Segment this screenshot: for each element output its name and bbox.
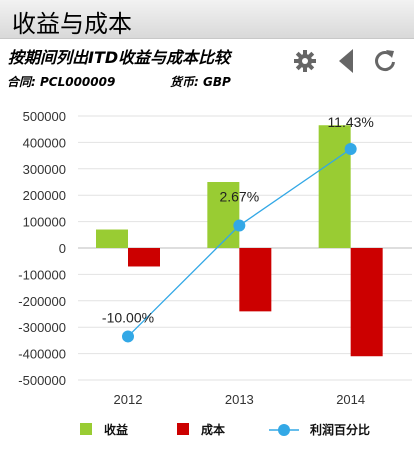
- currency-label: 货币: GBP: [170, 75, 231, 89]
- y-tick-label: 500000: [23, 109, 66, 124]
- margin-data-label: 2.67%: [219, 189, 259, 205]
- y-tick-label: -300000: [18, 320, 66, 335]
- legend-marker-margin: [278, 424, 290, 436]
- x-category-label: 2012: [114, 392, 143, 407]
- margin-data-label: -10.00%: [102, 309, 154, 325]
- margin-data-label: 11.43%: [327, 114, 373, 130]
- legend-swatch-revenue: [80, 423, 92, 435]
- margin-line-series: -10.00% 2.67% 11.43%: [102, 114, 374, 343]
- y-tick-label: 200000: [23, 188, 66, 203]
- y-tick-label: 0: [59, 241, 66, 256]
- refresh-icon[interactable]: [372, 48, 398, 74]
- gear-icon[interactable]: [292, 48, 318, 74]
- bar-revenue-2014: [318, 125, 351, 248]
- chart-subtitle: 按期间列出ITD收益与成本比较: [8, 48, 231, 67]
- bar-cost-2014: [350, 248, 383, 357]
- y-tick-label: 100000: [23, 215, 66, 230]
- y-axis-ticks: 500000 400000 300000 200000 100000 0 -100000 -2…: [18, 109, 66, 388]
- legend-label-revenue: 收益: [104, 422, 128, 437]
- x-category-label: 2013: [225, 392, 254, 407]
- margin-point-2014: [344, 143, 357, 155]
- y-tick-label: 400000: [23, 135, 66, 150]
- bar-revenue-2012: [96, 229, 128, 248]
- margin-point-2013: [233, 219, 246, 232]
- back-triangle-icon[interactable]: [333, 48, 359, 74]
- bar-revenue-2013: [207, 182, 240, 248]
- y-tick-label: -400000: [18, 347, 66, 362]
- bar-series: [96, 125, 383, 357]
- legend: 收益 成本 利润百分比: [80, 422, 370, 437]
- bar-cost-2013: [239, 248, 272, 312]
- x-category-label: 2014: [336, 392, 365, 407]
- y-tick-label: -500000: [18, 373, 66, 388]
- y-tick-label: -200000: [18, 294, 66, 309]
- margin-point-2012: [122, 330, 134, 343]
- title-bar: 收益与成本: [0, 0, 414, 39]
- bar-cost-2012: [128, 248, 160, 267]
- legend-label-margin: 利润百分比: [310, 422, 370, 437]
- y-tick-label: -100000: [18, 267, 66, 282]
- legend-label-cost: 成本: [201, 422, 225, 437]
- x-axis-categories: 2012 2013 2014: [114, 392, 366, 407]
- contract-label: 合同: PCL000009: [7, 75, 116, 89]
- y-tick-label: 300000: [23, 162, 66, 177]
- page-title: 收益与成本: [12, 10, 132, 38]
- legend-swatch-cost: [177, 423, 189, 435]
